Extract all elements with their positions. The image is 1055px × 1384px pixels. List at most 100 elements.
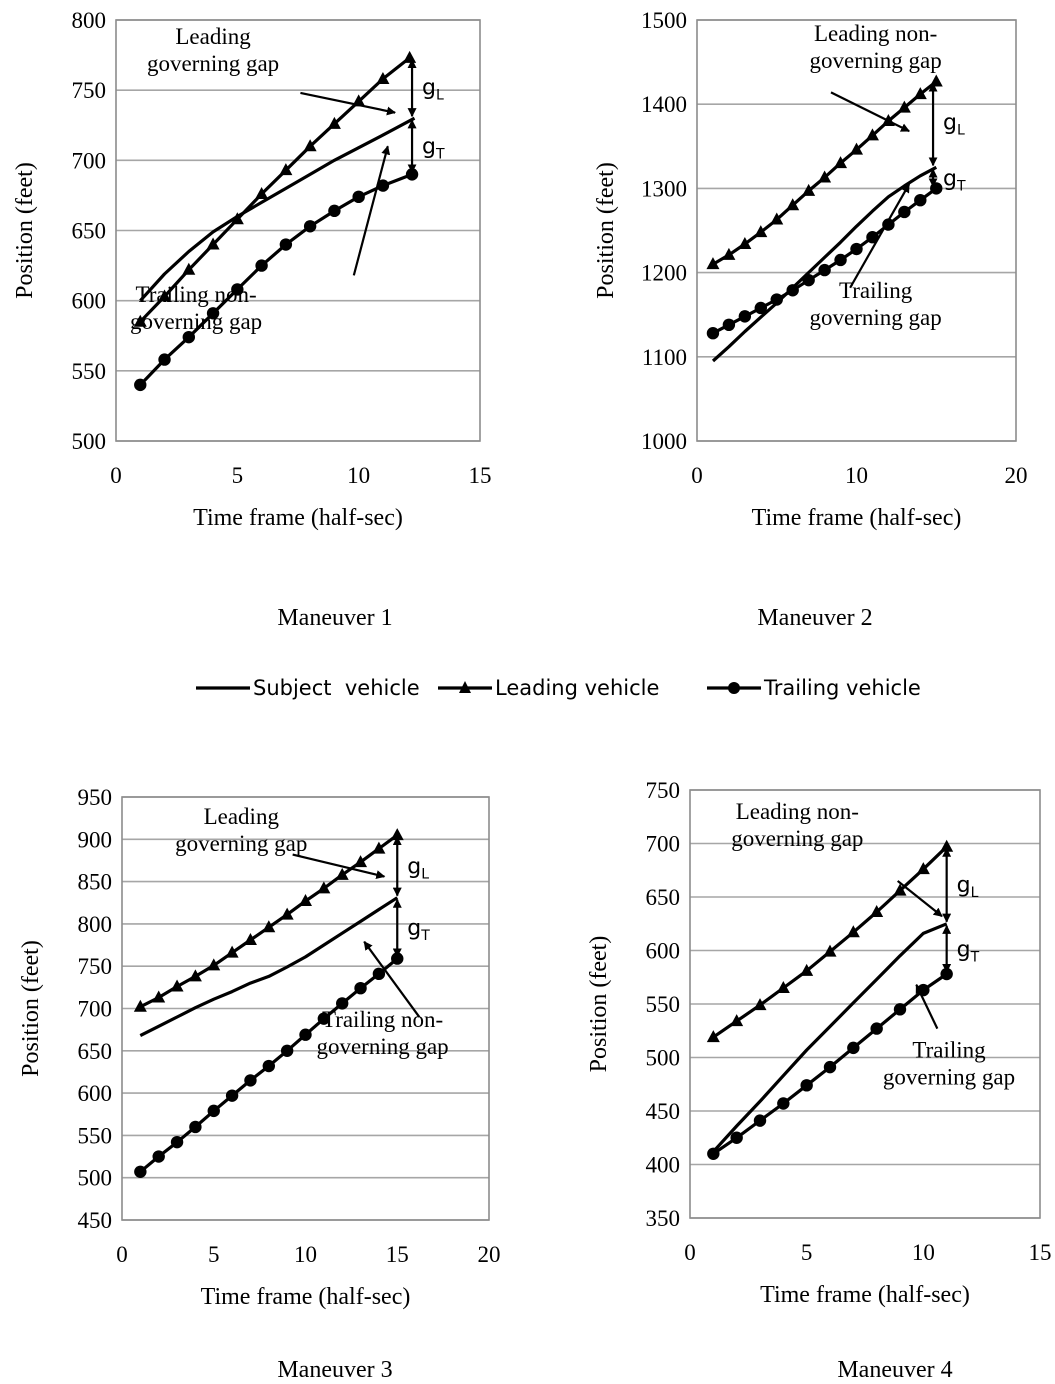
data-point-triangle [706,257,720,270]
data-point-triangle [754,225,768,238]
data-point-triangle [818,170,832,183]
x-tick-label: 10 [845,463,868,488]
data-point-circle [754,301,767,315]
data-point-triangle [730,1014,744,1027]
data-point-circle [777,1097,790,1110]
plot-frame [689,789,1041,1219]
annotation-text: Leading non- [736,799,859,824]
plot-frame [696,19,1017,442]
data-point-circle [225,1089,239,1102]
data-point-triangle [188,969,202,982]
y-tick-label: 900 [78,827,113,852]
annotation-arrow [915,983,939,1030]
data-point-triangle [279,163,293,176]
data-point-circle [870,1022,883,1035]
data-point-circle [893,1003,907,1016]
y-tick-label: 1500 [641,8,687,33]
data-point-circle [354,981,367,995]
annotation-arrow [300,91,396,116]
data-point-circle [823,1060,837,1074]
data-point-triangle [376,71,390,84]
data-point-triangle [802,183,816,196]
chart-maneuver-2: 1000 1100 1200 1300 1400 1500 0 10 20 Time frame … [593,8,1028,531]
y-tick-label: 750 [646,778,681,803]
gap-label-trailing: gT [943,166,966,194]
data-point-circle [231,283,244,296]
data-point-triangle [317,881,331,894]
y-tick-label: 700 [646,832,681,857]
data-point-circle [802,273,815,287]
data-point-circle [866,231,879,244]
y-tick-label: 500 [78,1166,113,1191]
annotation-text: Leading [175,24,251,49]
data-point-triangle [786,198,800,211]
data-point-triangle [372,841,386,854]
data-point-circle [730,1131,743,1144]
y-tick-label: 550 [72,359,107,384]
y-axis-label: Position (feet) [12,162,38,299]
data-point-triangle [255,187,269,200]
y-tick-label: 1400 [641,92,687,117]
y-axis-label: Position (feet) [586,936,612,1073]
series-line-subject-vehicle [712,922,948,1153]
annotation-arrow [363,940,421,1018]
legend-triangle-marker [459,681,471,693]
annotation-text: governing gap [810,48,942,73]
x-tick-label: 20 [478,1242,501,1267]
annotation-text: Trailing [839,278,913,303]
data-point-circle [189,1120,202,1134]
annotation-arrow [292,853,386,880]
x-tick-label: 10 [912,1240,935,1265]
legend-circle-marker [728,682,740,694]
gap-label-trailing: gT [957,937,980,965]
data-point-triangle [207,958,221,971]
x-tick-label: 0 [691,463,703,488]
x-tick-label: 0 [116,1242,128,1267]
y-tick-label: 1200 [641,261,687,286]
chart-maneuver-3: 450 500 550 600 650 700 750 800 850 900 950 0 5 10 15 2… [18,785,501,1310]
plot-frame [115,19,481,442]
gap-label-leading: gL [407,854,429,882]
data-point-circle [722,318,736,332]
data-point-triangle [152,990,166,1003]
x-tick-label: 15 [1029,1240,1052,1265]
annotation-text: governing gap [810,305,942,330]
data-point-triangle [846,925,860,938]
data-point-triangle [753,998,767,1011]
x-tick-label: 15 [386,1242,409,1267]
data-point-circle [372,967,386,981]
annotation-text: Leading non- [814,21,937,46]
annotation-text: governing gap [316,1034,448,1059]
data-point-triangle [776,980,790,993]
x-axis-label: Time frame (half-sec) [760,1282,970,1308]
data-point-circle [834,253,847,267]
y-tick-label: 1000 [641,429,687,454]
chart-maneuver-1: 500 550 600 650 700 750 800 0 5 10 15 Time frame (h… [12,8,492,531]
y-tick-label: 850 [78,870,113,895]
legend-leading-label: Leading vehicle [495,676,659,700]
caption-maneuver-2: Maneuver 2 [757,605,872,631]
chart-maneuver-4: 350 400 450 500 550 600 650 700 750 0 5 10 15 Time fr… [586,778,1052,1308]
data-point-triangle [916,862,930,875]
data-point-triangle [327,116,341,129]
data-point-circle [800,1079,813,1092]
caption-maneuver-3: Maneuver 3 [277,1357,392,1383]
data-point-triangle [243,932,257,945]
data-point-circle [850,242,863,256]
data-point-triangle [280,907,294,920]
x-tick-label: 5 [801,1240,813,1265]
data-point-circle [786,284,799,297]
y-tick-label: 450 [78,1208,113,1233]
annotation-arrow [849,183,911,289]
gap-label-leading: gL [422,75,444,103]
data-point-triangle [913,87,927,100]
data-point-triangle [706,1030,720,1043]
data-point-circle [279,238,293,251]
data-point-triangle [170,979,184,992]
data-point-triangle [738,236,752,249]
data-point-circle [207,1104,220,1118]
data-point-circle [336,997,349,1010]
y-tick-label: 500 [646,1046,681,1071]
